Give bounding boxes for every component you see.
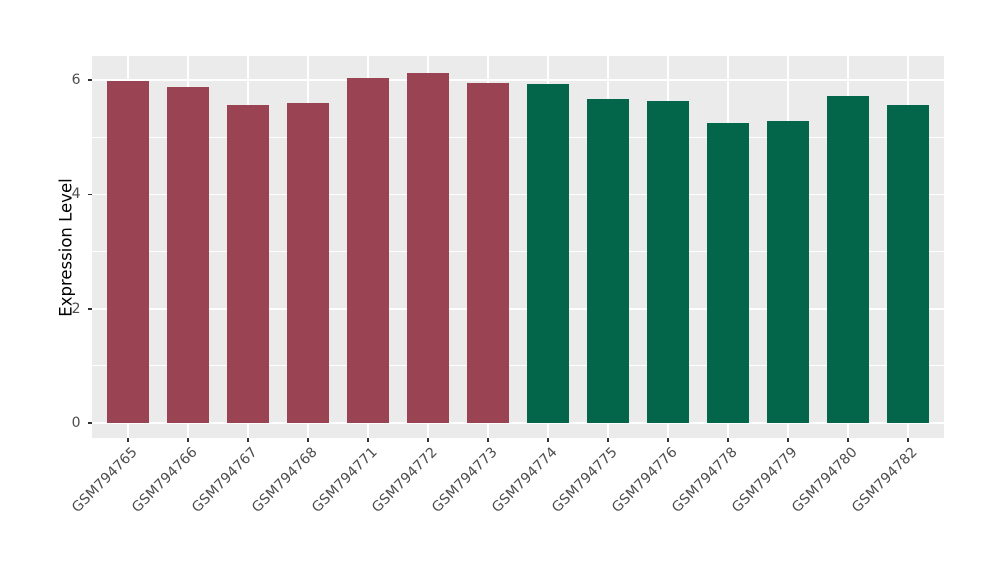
bar-GSM794765 <box>107 80 149 424</box>
x-tick-mark <box>127 438 129 442</box>
gridline-major <box>92 79 944 81</box>
bar-GSM794778 <box>707 123 749 424</box>
x-tick-mark <box>907 438 909 442</box>
bar-GSM794780 <box>827 96 869 424</box>
bar-GSM794776 <box>647 101 689 424</box>
x-tick-mark <box>487 438 489 442</box>
y-tick-label: 6 <box>71 72 81 89</box>
x-tick-label: GSM794766 <box>129 444 201 516</box>
gridline-minor <box>92 251 944 252</box>
x-tick-label: GSM794765 <box>69 444 141 516</box>
x-tick-label: GSM794782 <box>849 444 921 516</box>
y-tick-mark <box>88 79 92 81</box>
x-tick-mark <box>427 438 429 442</box>
x-tick-label: GSM794775 <box>549 444 621 516</box>
x-tick-mark <box>307 438 309 442</box>
x-tick-label: GSM794778 <box>669 444 741 516</box>
x-tick-mark <box>787 438 789 442</box>
gridline-major <box>92 193 944 196</box>
bar-GSM794766 <box>167 86 209 424</box>
bar-GSM794768 <box>287 102 329 424</box>
y-tick-label: 0 <box>71 415 81 432</box>
bar-GSM794772 <box>407 73 449 424</box>
bar-GSM794774 <box>527 84 569 424</box>
x-tick-mark <box>547 438 549 442</box>
gridline-minor <box>92 136 944 138</box>
gridline-major <box>92 307 944 310</box>
bar-GSM794782 <box>887 104 929 424</box>
y-tick-label: 4 <box>71 186 81 203</box>
x-tick-mark <box>607 438 609 442</box>
x-tick-label: GSM794773 <box>429 444 501 516</box>
x-tick-label: GSM794779 <box>729 444 801 516</box>
bar-GSM794773 <box>467 82 509 424</box>
x-tick-mark <box>187 438 189 442</box>
bar-GSM794779 <box>767 120 809 424</box>
bar-GSM794771 <box>347 78 389 424</box>
y-tick-mark <box>88 422 92 424</box>
x-tick-label: GSM794774 <box>489 444 561 516</box>
x-tick-label: GSM794771 <box>309 444 381 516</box>
x-tick-mark <box>367 438 369 442</box>
x-tick-label: GSM794768 <box>249 444 321 516</box>
x-tick-label: GSM794772 <box>369 444 441 516</box>
bar-GSM794767 <box>227 105 269 424</box>
plot-panel <box>92 56 944 438</box>
x-tick-label: GSM794780 <box>789 444 861 516</box>
x-tick-mark <box>727 438 729 442</box>
gridline-minor <box>92 365 944 367</box>
x-tick-label: GSM794776 <box>609 444 681 516</box>
x-tick-mark <box>847 438 849 442</box>
bar-GSM794775 <box>587 98 629 424</box>
y-axis-title: Expression Level <box>56 178 76 317</box>
x-tick-label: GSM794767 <box>189 444 261 516</box>
gridline-major <box>92 422 944 424</box>
y-tick-mark <box>88 307 92 310</box>
y-tick-label: 2 <box>71 300 81 317</box>
x-tick-mark <box>667 438 669 442</box>
y-tick-mark <box>88 193 92 196</box>
x-tick-mark <box>247 438 249 442</box>
